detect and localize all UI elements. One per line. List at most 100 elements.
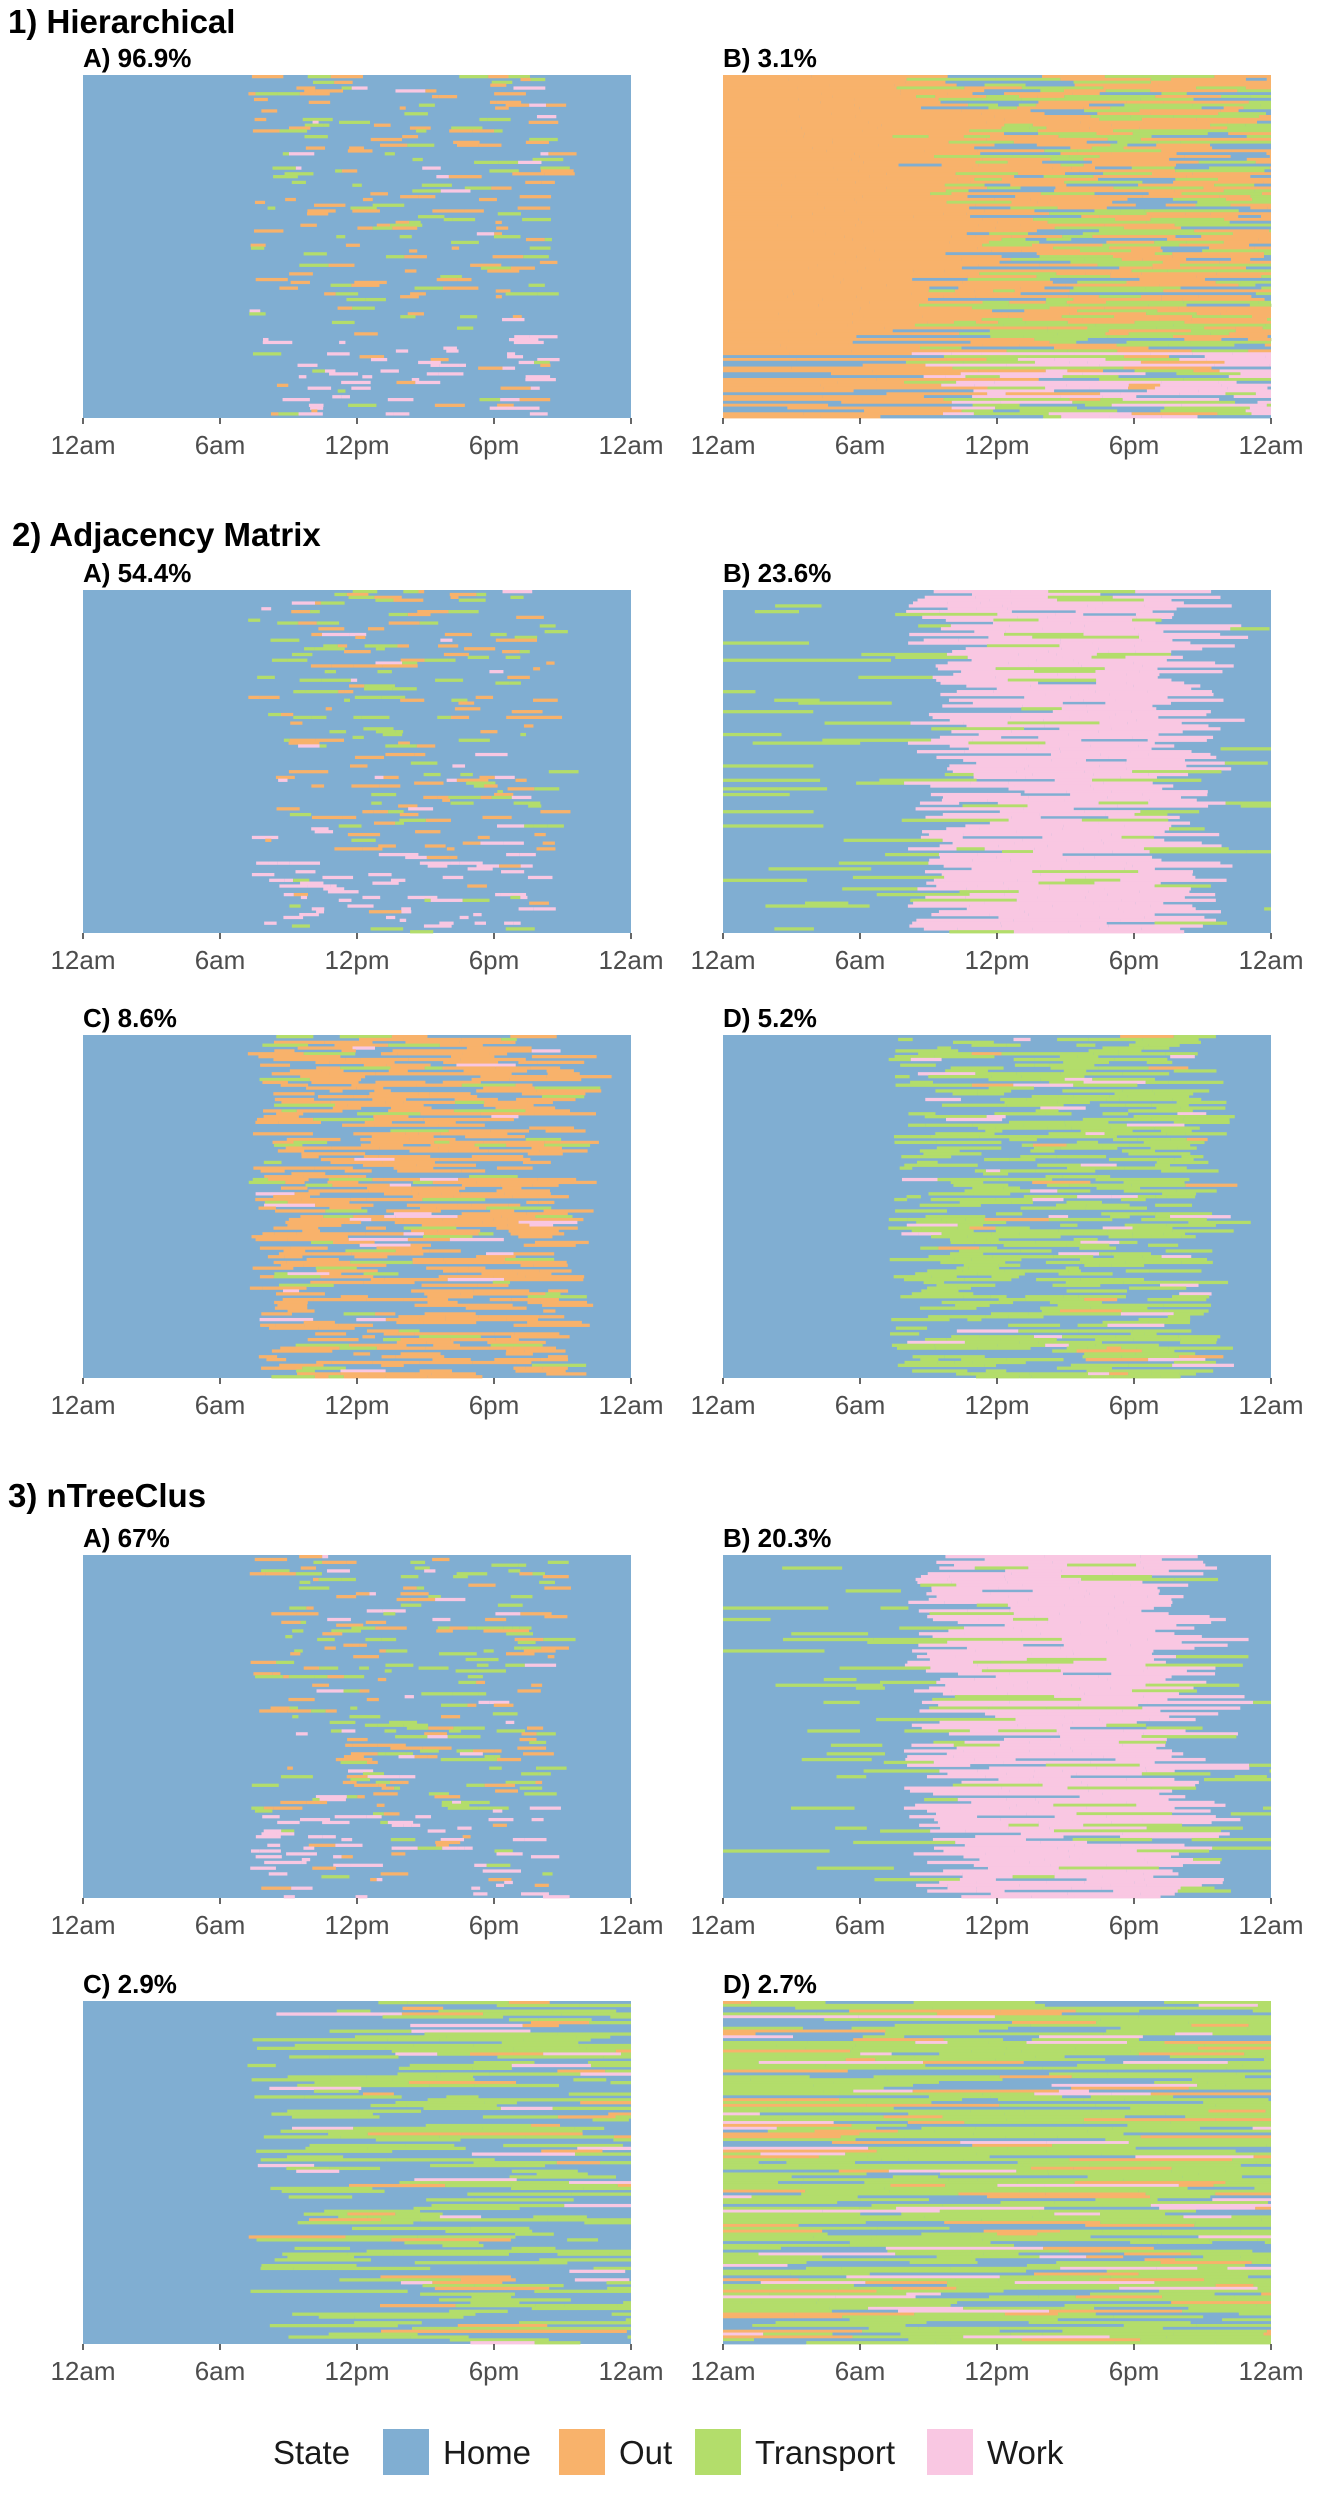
state-segment — [257, 675, 275, 680]
state-segment — [1018, 2252, 1125, 2256]
state-segment — [302, 1366, 346, 1370]
state-segment — [1191, 1837, 1271, 1842]
state-segment — [1209, 2069, 1271, 2073]
state-segment — [492, 1280, 511, 1285]
state-segment — [318, 1095, 354, 1099]
state-segment — [723, 237, 853, 242]
state-segment — [438, 2298, 571, 2302]
state-segment — [285, 1220, 345, 1225]
state-segment — [1034, 1615, 1115, 1619]
state-segment — [1147, 1860, 1221, 1865]
state-segment — [306, 1606, 314, 1610]
state-segment — [907, 1763, 971, 1767]
state-segment — [1123, 910, 1222, 914]
state-segment — [1266, 152, 1271, 156]
state-segment — [1233, 395, 1271, 399]
state-segment — [429, 2083, 475, 2088]
state-segment — [876, 2303, 951, 2308]
state-segment — [1106, 1640, 1182, 1645]
state-segment — [984, 83, 1026, 87]
state-segment — [723, 2112, 760, 2116]
state-segment — [1073, 286, 1146, 290]
state-segment — [801, 2183, 891, 2188]
state-segment — [953, 672, 1058, 677]
state-segment — [1123, 366, 1212, 370]
state-segment — [418, 1092, 430, 1096]
state-segment — [513, 1366, 526, 1370]
state-segment — [723, 300, 870, 305]
state-segment — [1232, 352, 1271, 356]
state-segment — [404, 269, 417, 273]
state-segment — [1013, 1709, 1123, 1713]
state-segment — [852, 320, 928, 325]
state-segment — [351, 784, 380, 788]
state-segment — [1127, 143, 1157, 147]
panel-label: A) 54.4% — [83, 558, 191, 588]
state-segment — [483, 1649, 494, 1653]
state-segment — [366, 1297, 404, 1302]
state-segment — [1030, 197, 1051, 202]
state-segment — [504, 1260, 567, 1265]
state-segment — [1161, 149, 1232, 153]
state-segment — [382, 2015, 504, 2019]
state-segment — [321, 1217, 350, 1222]
state-segment — [723, 2083, 814, 2088]
state-segment — [1026, 1097, 1067, 1102]
state-segment — [354, 1255, 388, 1259]
state-segment — [1213, 2183, 1271, 2188]
state-segment — [930, 1197, 996, 1202]
state-segment — [385, 1649, 408, 1653]
state-segment — [931, 1586, 999, 1590]
state-segment — [940, 692, 1046, 697]
state-segment — [1209, 246, 1255, 250]
state-segment — [723, 2172, 867, 2176]
state-segment — [974, 1240, 991, 1245]
state-segment — [1001, 1052, 1067, 1056]
state-segment — [824, 2101, 868, 2105]
state-segment — [1135, 1755, 1172, 1759]
state-segment — [278, 1120, 322, 1125]
state-segment — [392, 687, 417, 691]
state-segment — [1212, 2241, 1265, 2245]
state-segment — [1230, 255, 1264, 259]
state-segment — [1099, 2278, 1204, 2282]
state-segment — [1088, 1049, 1119, 1053]
state-segment — [1141, 624, 1242, 628]
state-segment — [979, 1335, 1034, 1339]
state-segment — [384, 152, 395, 156]
state-segment — [946, 652, 1019, 657]
state-segment — [723, 329, 789, 333]
state-segment — [946, 1220, 1007, 1225]
state-segment — [283, 892, 294, 897]
state-segment — [476, 232, 495, 236]
state-segment — [286, 2166, 330, 2171]
state-segment — [1061, 2012, 1203, 2016]
state-segment — [801, 126, 878, 130]
state-segment — [1043, 175, 1094, 179]
state-segment — [510, 266, 535, 270]
state-segment — [951, 1335, 980, 1339]
state-segment — [1073, 1597, 1172, 1602]
state-segment — [355, 1592, 370, 1596]
state-segment — [446, 847, 455, 851]
state-segment — [816, 186, 887, 190]
state-segment — [992, 621, 1071, 625]
state-segment — [1226, 2066, 1271, 2070]
state-segment — [432, 1617, 451, 1622]
state-segment — [323, 123, 330, 127]
state-segment — [978, 369, 1046, 373]
state-segment — [949, 930, 1014, 934]
state-segment — [723, 366, 792, 370]
state-segment — [1228, 375, 1271, 379]
state-segment — [926, 1592, 991, 1596]
state-segment — [868, 2146, 1008, 2151]
state-segment — [963, 758, 1052, 762]
state-segment — [952, 366, 1051, 370]
state-segment — [489, 1700, 510, 1705]
state-segment — [424, 898, 431, 902]
state-segment — [952, 770, 1017, 774]
state-segment — [723, 380, 838, 385]
state-segment — [723, 343, 781, 347]
state-segment — [982, 217, 1034, 222]
state-segment — [936, 2255, 1040, 2259]
